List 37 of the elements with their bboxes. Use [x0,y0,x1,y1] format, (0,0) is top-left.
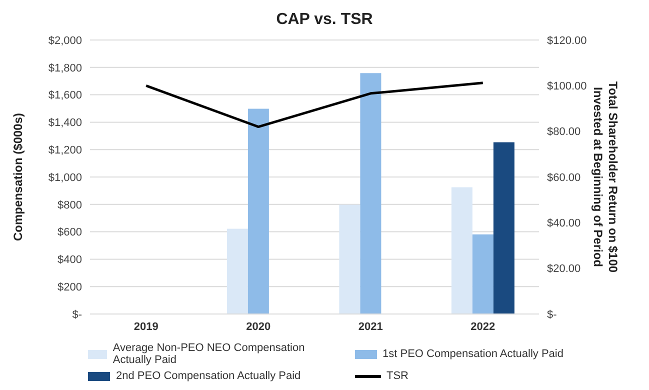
x-tick-label: 2022 [470,320,496,333]
y-tick-label: $1,800 [48,62,82,74]
y-axis-title: Compensation ($000s) [11,112,25,242]
y-tick-label: $1,400 [48,117,82,130]
bar [339,204,360,314]
legend-label: 1st PEO Compensation Actually Paid [382,348,564,360]
y2-tick-label: $- [547,308,558,321]
line-series [144,82,484,128]
x-tick-label: 2019 [134,320,158,333]
y-tick-label: $800 [58,199,82,212]
y2-axis-title: Total Shareholder Return on $100 Invested at Beginning of Period [591,81,620,273]
y-tick-label: $1,600 [48,90,82,102]
y-tick-label: $200 [58,282,82,294]
y2-tick-label: $100.00 [547,80,587,93]
y2-tick-label: $120.00 [547,34,587,47]
y-tick-label: $600 [58,226,82,239]
bar [248,108,269,314]
y2-tick-label: $20.00 [547,263,581,276]
y2-tick-label: $60.00 [547,172,581,184]
legend-label: Average Non-PEO NEO Compensation Actually Paid [112,342,306,366]
bar [472,234,494,314]
y2-tick-label: $80.00 [547,126,581,138]
bar [493,142,514,314]
x-tick-label: 2020 [246,320,271,333]
chart-title: CAP vs. TSR [275,10,374,30]
y2-tick-label: $40.00 [547,218,581,230]
y-tick-label: $1,000 [48,172,82,184]
legend-label: TSR [386,370,408,382]
y-tick-label: $2,000 [48,34,82,47]
bar [451,187,472,314]
y-tick-label: $1,200 [48,144,82,157]
y-tick-label: $400 [58,254,82,266]
y-tick-label: $- [72,308,82,321]
bar [360,73,382,314]
legend-label: 2nd PEO Compensation Actually Paid [116,370,301,382]
x-tick-label: 2021 [358,320,383,333]
bar [226,228,248,314]
